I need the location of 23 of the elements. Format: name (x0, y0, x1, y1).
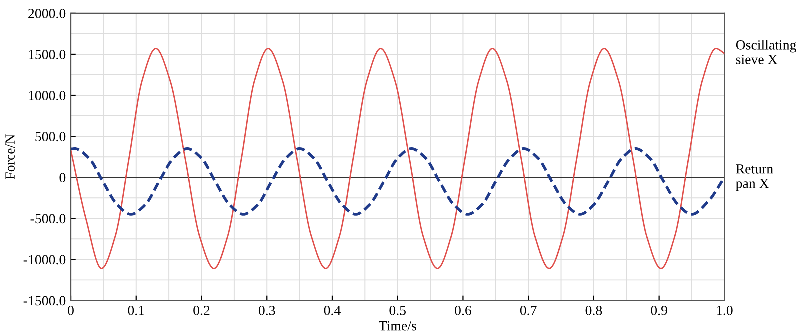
y-tick-label: 1000.0 (29, 91, 66, 101)
y-tick-label: 1500.0 (29, 50, 66, 60)
x-tick-label: 0.2 (194, 306, 210, 316)
series-label: Return pan X (736, 164, 774, 192)
y-tick-label: 500.0 (36, 132, 66, 142)
x-tick-label: 1.0 (717, 306, 733, 316)
y-tick-label: 2000.0 (28, 9, 66, 18)
y-tick-label: -1000.0 (24, 255, 66, 265)
y-tick-label: 0 (60, 173, 66, 183)
x-tick-label: 0.8 (586, 306, 602, 316)
x-tick-label: 0.3 (258, 306, 276, 316)
x-tick-label: 0.5 (390, 306, 406, 316)
series-label: Oscillating sieve X (736, 40, 796, 64)
x-tick-label: 0 (68, 306, 74, 316)
x-tick-label: 0.1 (128, 306, 144, 316)
x-tick-label: 0.9 (651, 306, 668, 316)
y-axis-title: Force/N (6, 134, 15, 180)
x-tick-label: 0.6 (455, 306, 472, 316)
x-tick-label: 0.7 (520, 306, 537, 316)
y-tick-label: -1500.0 (24, 296, 66, 306)
x-tick-label: 0.4 (324, 306, 341, 316)
x-axis-title: Time/s (379, 321, 416, 331)
y-tick-label: -500.0 (30, 214, 66, 224)
